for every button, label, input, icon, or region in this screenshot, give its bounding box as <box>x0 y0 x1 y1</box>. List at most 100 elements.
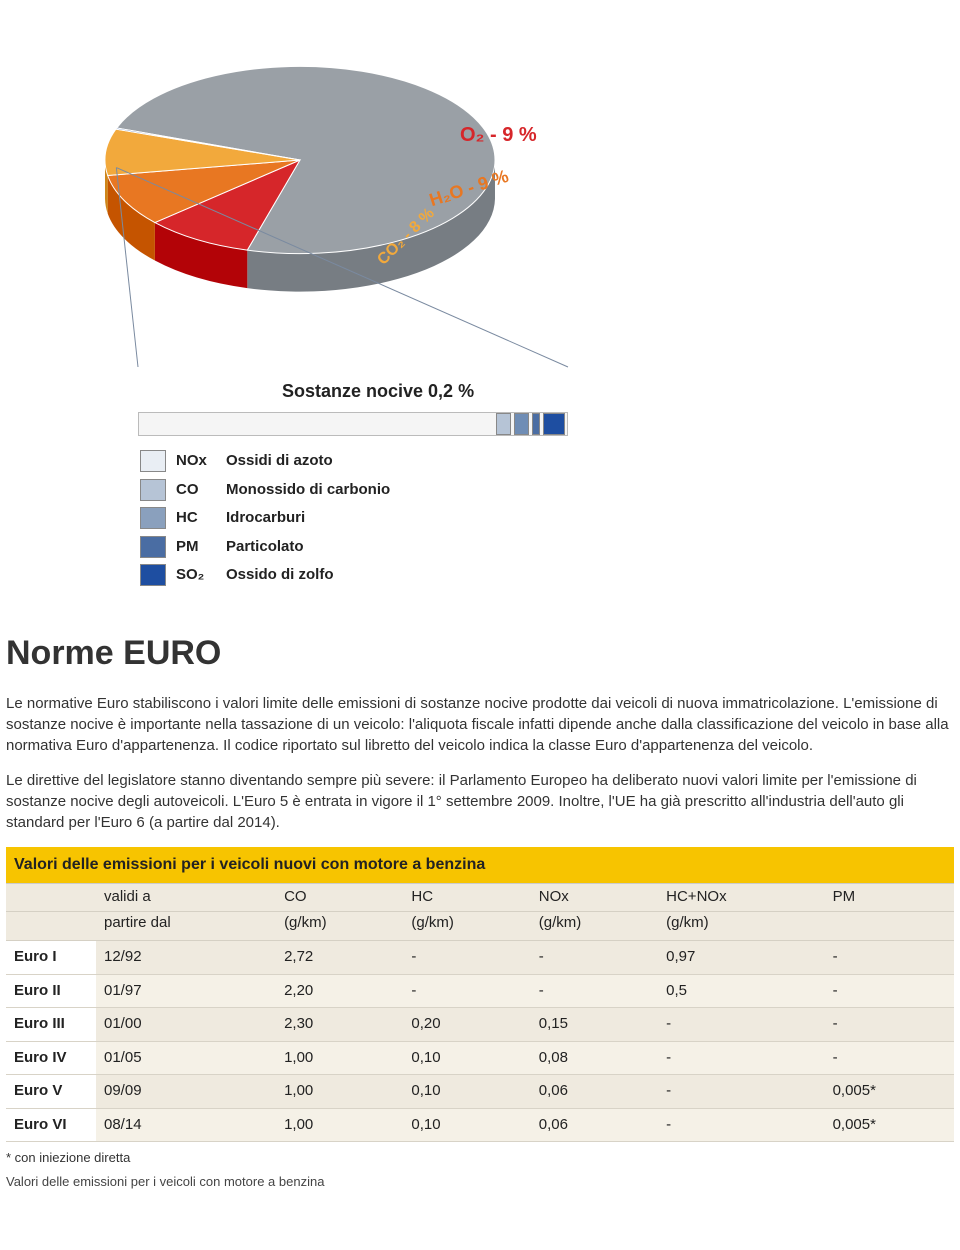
table-cell: 0,10 <box>403 1075 530 1109</box>
table-cell: 12/92 <box>96 941 276 975</box>
harmful-chip <box>532 413 540 435</box>
table-cell: 0,08 <box>531 1041 658 1075</box>
paragraph-2: Le direttive del legislatore stanno dive… <box>6 770 954 833</box>
table-row: Euro III01/002,300,200,15-- <box>6 1008 954 1042</box>
legend-swatch <box>140 479 166 501</box>
table-cell: 08/14 <box>96 1108 276 1142</box>
legend-code: NOx <box>176 450 226 473</box>
col-co2: (g/km) <box>276 911 403 941</box>
legend-desc: Particolato <box>226 536 304 559</box>
harmful-chip <box>496 413 511 435</box>
harmful-substances-label: Sostanze nocive 0,2 % <box>282 378 474 405</box>
legend-row-nox: NOx Ossidi di azoto <box>140 450 390 473</box>
col-pm: PM <box>825 884 954 912</box>
row-label: Euro IV <box>6 1041 96 1075</box>
table-row: Euro VI08/141,000,100,06-0,005* <box>6 1108 954 1142</box>
legend-row-pm: PM Particolato <box>140 536 390 559</box>
col-hcnox2: (g/km) <box>658 911 824 941</box>
legend-swatch <box>140 536 166 558</box>
emissions-table-wrap: Valori delle emissioni per i veicoli nuo… <box>6 847 954 1142</box>
col-hc2: (g/km) <box>403 911 530 941</box>
table-row: Euro I12/922,72--0,97- <box>6 941 954 975</box>
table-cell: - <box>531 974 658 1008</box>
legend-desc: Ossido di zolfo <box>226 564 334 587</box>
table-cell: 0,005* <box>825 1108 954 1142</box>
table-cell: - <box>825 941 954 975</box>
exhaust-composition-chart: N₂ - 73,8 % O₂ - 9 % H₂O - 9 % CO₂ - 8 %… <box>20 10 680 620</box>
paragraph-1: Le normative Euro stabiliscono i valori … <box>6 693 954 756</box>
legend-desc: Idrocarburi <box>226 507 305 530</box>
pie-label-n2: N₂ - 73,8 % <box>160 32 274 65</box>
legend-code: PM <box>176 536 226 559</box>
table-row: Euro V09/091,000,100,06-0,005* <box>6 1075 954 1109</box>
table-cell: 0,97 <box>658 941 824 975</box>
table-row: Euro II01/972,20--0,5- <box>6 974 954 1008</box>
pollutant-legend: NOx Ossidi di azoto CO Monossido di carb… <box>140 450 390 593</box>
table-cell: - <box>825 974 954 1008</box>
legend-swatch <box>140 450 166 472</box>
table-cell: - <box>403 941 530 975</box>
table-footnote: * con iniezione diretta <box>6 1148 954 1168</box>
row-label: Euro II <box>6 974 96 1008</box>
table-cell: 0,06 <box>531 1108 658 1142</box>
col-blank2 <box>6 911 96 941</box>
col-blank <box>6 884 96 912</box>
table-cell: 0,10 <box>403 1108 530 1142</box>
table-cell: - <box>658 1041 824 1075</box>
table-cell: 1,00 <box>276 1075 403 1109</box>
legend-row-co: CO Monossido di carbonio <box>140 479 390 502</box>
table-cell: 0,20 <box>403 1008 530 1042</box>
table-row: Euro IV01/051,000,100,08-- <box>6 1041 954 1075</box>
legend-row-so2: SO₂ Ossido di zolfo <box>140 564 390 587</box>
table-cell: 0,005* <box>825 1075 954 1109</box>
table-cell: 0,15 <box>531 1008 658 1042</box>
row-label: Euro VI <box>6 1108 96 1142</box>
table-cell: 0,5 <box>658 974 824 1008</box>
table-cell: - <box>531 941 658 975</box>
legend-swatch <box>140 507 166 529</box>
legend-swatch <box>140 564 166 586</box>
table-cell: 1,00 <box>276 1041 403 1075</box>
col-pm2 <box>825 911 954 941</box>
harmful-chip <box>543 413 565 435</box>
legend-code: CO <box>176 479 226 502</box>
emissions-table: Valori delle emissioni per i veicoli nuo… <box>6 847 954 1142</box>
table-cell: 0,10 <box>403 1041 530 1075</box>
table-cell: - <box>825 1008 954 1042</box>
table-cell: 01/00 <box>96 1008 276 1042</box>
row-label: Euro I <box>6 941 96 975</box>
table-cell: 01/05 <box>96 1041 276 1075</box>
legend-code: HC <box>176 507 226 530</box>
table-cell: - <box>658 1008 824 1042</box>
legend-desc: Ossidi di azoto <box>226 450 333 473</box>
row-label: Euro V <box>6 1075 96 1109</box>
col-hc: HC <box>403 884 530 912</box>
table-cell: 01/97 <box>96 974 276 1008</box>
table-cell: 2,72 <box>276 941 403 975</box>
col-hcnox: HC+NOx <box>658 884 824 912</box>
table-cell: - <box>658 1075 824 1109</box>
table-cell: 2,20 <box>276 974 403 1008</box>
legend-desc: Monossido di carbonio <box>226 479 390 502</box>
table-cell: - <box>658 1108 824 1142</box>
table-cell: 09/09 <box>96 1075 276 1109</box>
table-cell: - <box>403 974 530 1008</box>
harmful-chip <box>514 413 529 435</box>
col-nox: NOx <box>531 884 658 912</box>
col-valid: validi a <box>96 884 276 912</box>
row-label: Euro III <box>6 1008 96 1042</box>
pie-label-o2: O₂ - 9 % <box>460 120 537 150</box>
table-cell: 2,30 <box>276 1008 403 1042</box>
col-valid2: partire dal <box>96 911 276 941</box>
legend-code: SO₂ <box>176 564 226 587</box>
table-cell: 1,00 <box>276 1108 403 1142</box>
table-title: Valori delle emissioni per i veicoli nuo… <box>6 847 954 884</box>
table-cell: - <box>825 1041 954 1075</box>
col-nox2: (g/km) <box>531 911 658 941</box>
pie-svg <box>20 10 680 370</box>
page-title: Norme EURO <box>6 628 960 679</box>
table-caption: Valori delle emissioni per i veicoli con… <box>6 1172 954 1192</box>
legend-row-hc: HC Idrocarburi <box>140 507 390 530</box>
table-cell: 0,06 <box>531 1075 658 1109</box>
col-co: CO <box>276 884 403 912</box>
